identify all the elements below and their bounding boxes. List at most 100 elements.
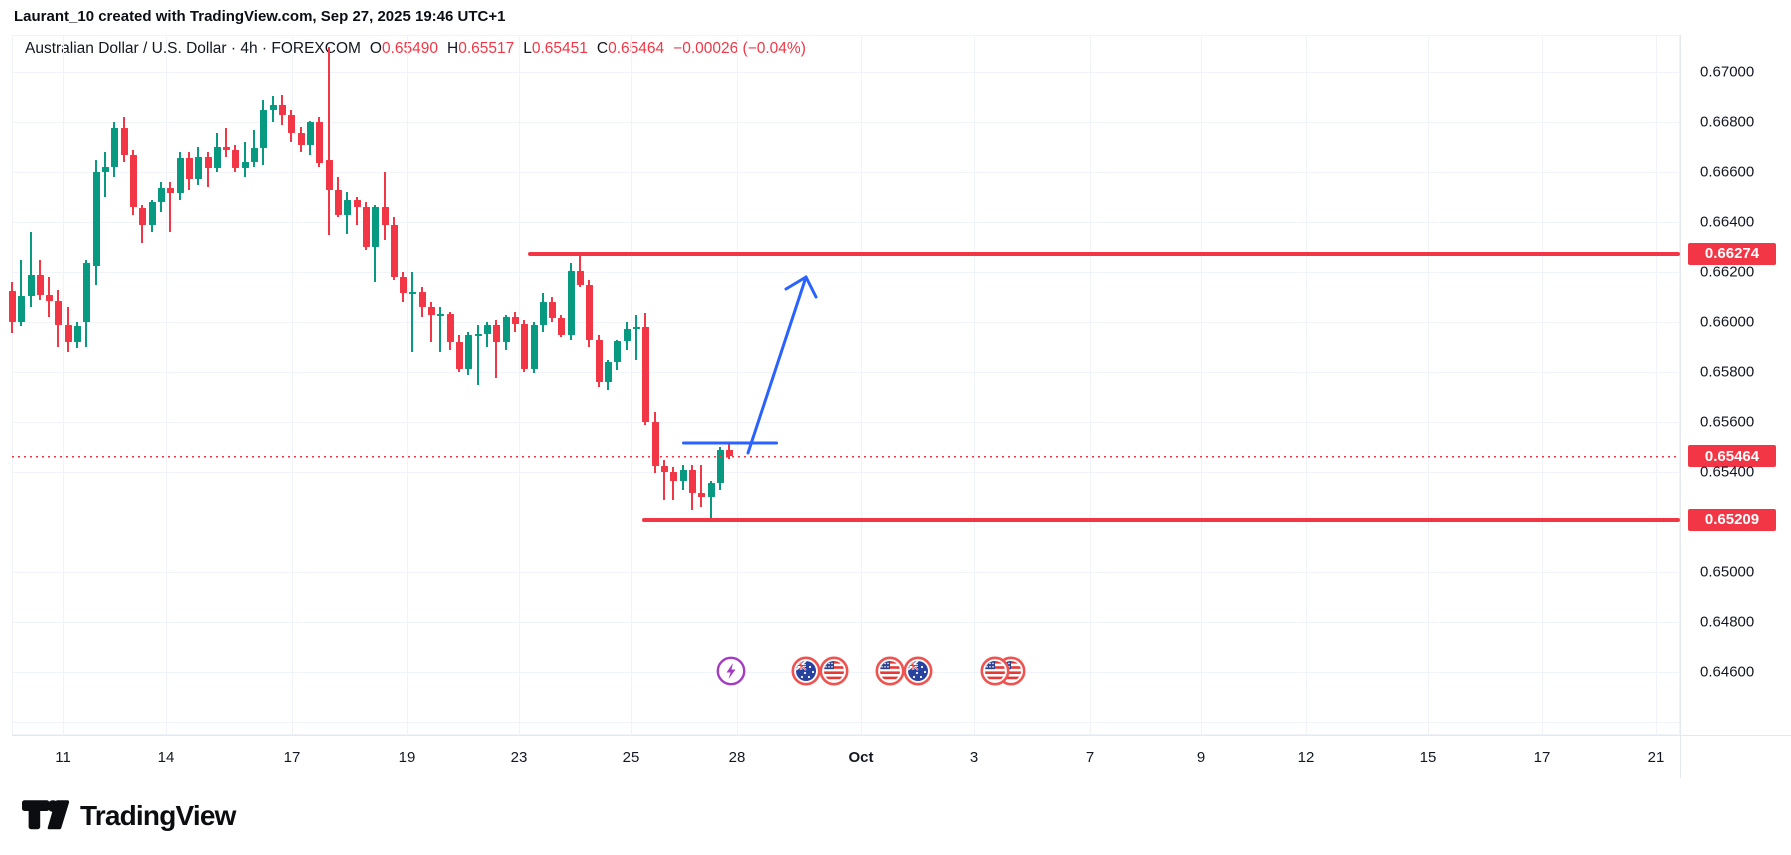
candle-body: [623, 329, 631, 341]
candle-wick: [672, 467, 674, 500]
chart-plot-area[interactable]: [12, 35, 1680, 735]
x-axis-label: 17: [283, 749, 301, 766]
x-axis-label: 11: [55, 749, 71, 766]
y-axis-label: 0.66400: [1700, 213, 1755, 231]
candle-body: [222, 147, 230, 150]
x-axis-label: 28: [728, 749, 746, 766]
candle-body: [557, 318, 565, 335]
price-level-badge: 0.66274: [1688, 242, 1776, 265]
x-axis-label: Oct: [848, 749, 874, 766]
h-gridline: [12, 372, 1680, 373]
candle-body: [697, 493, 705, 497]
up-arrow-annotation[interactable]: [746, 275, 818, 455]
candle-wick: [430, 302, 432, 342]
candle-body: [613, 341, 621, 362]
candle-body: [679, 469, 687, 481]
candle-body: [185, 158, 193, 179]
v-gridline: [974, 35, 975, 735]
economic-calendar-flags-icon[interactable]: [791, 656, 849, 686]
candle-body: [315, 122, 323, 163]
candle-body: [408, 292, 416, 294]
candle-body: [716, 450, 724, 483]
x-axis-label: 17: [1533, 749, 1551, 766]
y-axis-label: 0.66600: [1700, 163, 1755, 181]
y-axis-label: 0.65400: [1700, 463, 1755, 481]
candle-body: [110, 128, 118, 167]
tradingview-logo[interactable]: TradingView: [22, 797, 236, 835]
candle-wick: [207, 152, 209, 187]
candle-wick: [635, 315, 637, 360]
candle-wick: [244, 142, 246, 177]
ohlc-high: H0.65517: [447, 40, 515, 57]
candle-body: [399, 277, 407, 293]
v-gridline: [631, 35, 632, 735]
resistance-support-line[interactable]: [528, 251, 1680, 256]
x-axis-label: 23: [510, 749, 528, 766]
v-gridline: [1306, 35, 1307, 735]
candle-wick: [700, 464, 702, 507]
chart-legend[interactable]: Australian Dollar / U.S. Dollar · 4h · F…: [25, 40, 806, 58]
candle-body: [250, 148, 258, 162]
h-gridline: [12, 722, 1680, 723]
candle-body: [241, 162, 249, 168]
candle-body: [138, 208, 146, 225]
v-gridline: [63, 35, 64, 735]
candle-body: [157, 188, 165, 202]
x-axis-label: 25: [622, 749, 640, 766]
candle-body: [436, 314, 444, 316]
candle-body: [353, 200, 361, 207]
h-gridline: [12, 172, 1680, 173]
y-axis-label: 0.66200: [1700, 263, 1755, 281]
resistance-support-line[interactable]: [642, 517, 1680, 522]
candle-body: [604, 362, 612, 382]
h-gridline: [12, 122, 1680, 123]
candle-body: [129, 155, 137, 207]
candle-body: [362, 207, 370, 247]
candle-body: [73, 325, 81, 342]
economic-calendar-flags-icon[interactable]: [875, 656, 933, 686]
candle-body: [92, 172, 100, 266]
candle-wick: [225, 128, 227, 157]
candle-body: [148, 202, 156, 225]
symbol-title[interactable]: Australian Dollar / U.S. Dollar · 4h · F…: [25, 40, 361, 57]
candle-body: [595, 339, 603, 382]
price-axis-separator: [1680, 35, 1681, 778]
change-text: −0.00026 (−0.04%): [673, 40, 806, 57]
h-gridline: [12, 572, 1680, 573]
candle-body: [390, 224, 398, 277]
candle-wick: [20, 259, 22, 326]
candle-wick: [30, 232, 32, 307]
v-gridline: [1428, 35, 1429, 735]
candle-body: [455, 342, 463, 369]
candle-body: [381, 207, 389, 225]
h-gridline: [12, 72, 1680, 73]
candle-wick: [710, 481, 712, 520]
candle-body: [511, 317, 519, 324]
candle-body: [483, 325, 491, 334]
candle-body: [530, 325, 538, 369]
economic-event-icon[interactable]: [716, 656, 746, 686]
economic-calendar-flags-icon[interactable]: [980, 656, 1026, 686]
candle-wick: [356, 197, 358, 225]
v-gridline: [166, 35, 167, 735]
y-axis-label: 0.67000: [1700, 63, 1755, 81]
ohlc-low: L0.65451: [523, 40, 588, 57]
candle-body: [120, 128, 128, 155]
horizontal-trend-line[interactable]: [682, 441, 778, 445]
candle-wick: [328, 47, 330, 235]
candle-body: [343, 200, 351, 215]
candle-body: [725, 449, 733, 456]
tradingview-logo-text: TradingView: [80, 800, 236, 831]
candle-body: [632, 327, 640, 329]
candle-body: [669, 472, 677, 481]
h-gridline: [12, 222, 1680, 223]
ohlc-close: C0.65464: [596, 40, 665, 57]
y-axis-label: 0.66000: [1700, 313, 1755, 331]
x-axis-label: 3: [969, 749, 979, 766]
candle-body: [194, 157, 202, 179]
x-axis-label: 15: [1419, 749, 1437, 766]
candle-wick: [495, 319, 497, 378]
y-axis-label: 0.65000: [1700, 563, 1755, 581]
candle-body: [576, 271, 584, 285]
